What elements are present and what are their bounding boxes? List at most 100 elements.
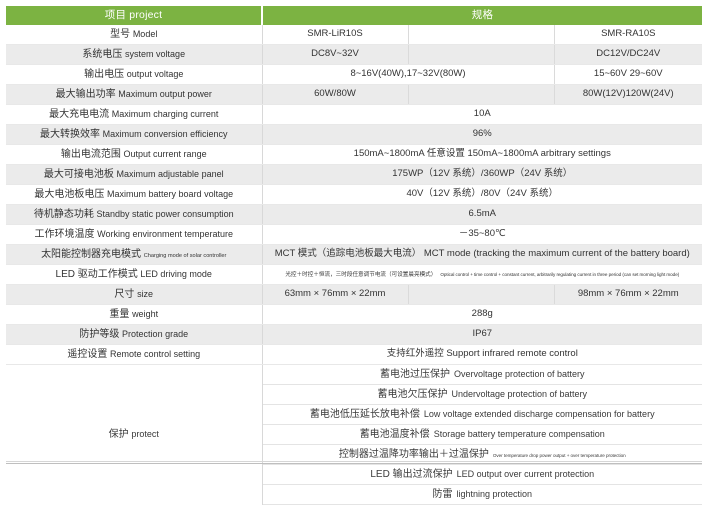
row-value-middle [408, 84, 555, 105]
row-value-cell: 支持红外遥控 Support infrared remote control [262, 344, 702, 365]
row-label-cn: 系统电压 [82, 48, 123, 60]
row-value-en: Optical control + time control + constan… [440, 272, 680, 278]
row-label-cn: 遥控设置 [67, 348, 108, 360]
row-label-cn: 最大可接电池板 [43, 168, 114, 180]
specification-table: 项目 project 规格 型号 Model SMR-LiR10S SMR-RA10… [6, 6, 702, 505]
row-label-cell: 尺寸 size [6, 284, 263, 305]
row-label-en: LED driving mode [140, 268, 212, 279]
row-value-cell: －35~80℃ [262, 224, 702, 245]
protect-item-en: lightning protection [456, 488, 533, 499]
row-value-cell: 光控＋时控＋恒流，三时段任意调节电流（可设置晨亮模式） Optical contr… [262, 264, 702, 285]
row-label-cn: 输出电压 [84, 68, 125, 80]
row-value-cn: 光控＋时控＋恒流，三时段任意调节电流（可设置晨亮模式） [285, 272, 437, 279]
row-value-right: 15~60V 29~60V [554, 64, 702, 85]
table-row: 尺寸 size 63mm × 76mm × 22mm 98mm × 76mm × 2… [6, 284, 702, 305]
header-row: 项目 project 规格 [6, 6, 702, 25]
row-value-right: SMR-RA10S [554, 25, 702, 45]
row-label-en: Maximum adjustable panel [116, 168, 224, 179]
protect-item-cn: 防雷 [432, 488, 453, 500]
protect-item-en: Over temperature drop power output + ove… [492, 452, 626, 458]
protect-item-en: Undervoltage protection of battery [451, 388, 588, 399]
row-label-en: output voltage [126, 68, 184, 79]
protect-item: 防雷 lightning protection [262, 484, 702, 505]
table-row: 最大转换效率 Maximum conversion efficiency 96% [6, 124, 702, 145]
header-project-cell: 项目 project [6, 6, 263, 25]
row-value-left: 8~16V(40W),17~32V(80W) [262, 64, 555, 85]
row-value-cell: MCT 模式（追踪电池板最大电流） MCT mode (tracking the… [262, 244, 702, 265]
row-label-en: system voltage [125, 48, 186, 59]
table-row: LED 驱动工作模式 LED driving mode 光控＋时控＋恒流，三时段任… [6, 264, 702, 285]
protect-item-cn: LED 输出过流保护 [370, 468, 453, 480]
table-row: 最大充电电流 Maximum charging current 10A [6, 104, 702, 125]
protect-item-cn: 蓄电池欠压保护 [377, 388, 448, 400]
row-value-middle [408, 284, 555, 305]
row-label-en: Working environment temperature [97, 228, 234, 239]
protect-item: 蓄电池过压保护 Overvoltage protection of battery [262, 364, 702, 385]
row-label-cell: 输出电压 output voltage [6, 64, 263, 85]
row-label-cn: 最大转换效率 [39, 128, 100, 140]
row-value-cell: 150mA~1800mA 任意设置 150mA~1800mA arbitrary… [262, 144, 702, 165]
table-row: 型号 Model SMR-LiR10S SMR-RA10S [6, 25, 702, 45]
protect-label-en: protect [131, 428, 159, 439]
protect-item: 蓄电池温度补偿 Storage battery temperature compe… [262, 424, 702, 445]
table-row: 最大输出功率 Maximum output power 60W/80W 80W(12… [6, 84, 702, 105]
protect-item-en: Low voltage extended discharge compensat… [423, 408, 655, 419]
row-label-cn: 输出电流范围 [60, 148, 121, 160]
protect-item-cn: 蓄电池低压延长放电补偿 [309, 408, 420, 420]
row-label-cn: 重量 [109, 308, 130, 320]
row-value-middle [408, 44, 555, 65]
table-row: 系统电压 system voltage DC8V~32V DC12V/DC24V [6, 44, 702, 65]
row-value-cell: 6.5mA [262, 204, 702, 225]
row-label-cell: 系统电压 system voltage [6, 44, 263, 65]
row-label-cell: LED 驱动工作模式 LED driving mode [6, 264, 263, 285]
row-value-left: SMR-LiR10S [262, 25, 409, 45]
row-value-right: 80W(12V)120W(24V) [554, 84, 702, 105]
row-label-cell: 太阳能控制器充电模式 Charging mode of solar contro… [6, 244, 263, 265]
protect-item: LED 输出过流保护 LED output over current protec… [262, 464, 702, 485]
row-label-en: Output current range [123, 148, 207, 159]
row-label-en: Maximum battery board voltage [107, 188, 234, 199]
row-value-cell: 288g [262, 304, 702, 325]
protect-item-cn: 蓄电池温度补偿 [359, 428, 430, 440]
row-label-cell: 最大输出功率 Maximum output power [6, 84, 263, 105]
table-body: 型号 Model SMR-LiR10S SMR-RA10S 系统电压 system v… [6, 25, 702, 505]
row-label-cell: 遥控设置 Remote control setting [6, 344, 263, 365]
row-value-cell: 175WP（12V 系统）/360WP（24V 系统） [262, 164, 702, 185]
row-label-en: Model [132, 28, 158, 39]
row-value-right: 98mm × 76mm × 22mm [554, 284, 702, 305]
table-row: 最大可接电池板 Maximum adjustable panel 175WP（12… [6, 164, 702, 185]
protect-item-cn: 蓄电池过压保护 [379, 368, 450, 380]
row-label-cn: 尺寸 [114, 288, 135, 300]
row-label-en: Charging mode of solar controller [143, 252, 227, 259]
row-value-middle [408, 25, 555, 45]
table-row: 重量 weight 288g [6, 304, 702, 325]
row-value-left: 60W/80W [262, 84, 409, 105]
table-row: 最大电池板电压 Maximum battery board voltage 40V… [6, 184, 702, 205]
table-row: 防护等级 Protection grade IP67 [6, 324, 702, 345]
row-label-cn: 最大输出功率 [55, 88, 116, 100]
protect-item: 蓄电池低压延长放电补偿 Low voltage extended discharg… [262, 404, 702, 425]
protect-item-en: LED output over current protection [456, 468, 595, 479]
row-label-cell: 输出电流范围 Output current range [6, 144, 263, 165]
protect-item: 蓄电池欠压保护 Undervoltage protection of batter… [262, 384, 702, 405]
row-value-left: 63mm × 76mm × 22mm [262, 284, 409, 305]
row-label-cn: 型号 [110, 28, 131, 40]
row-label-cell: 防护等级 Protection grade [6, 324, 263, 345]
row-label-cell: 重量 weight [6, 304, 263, 325]
row-label-cell: 工作环境温度 Working environment temperature [6, 224, 263, 245]
protect-item-cn: 控制器过温降功率输出＋过温保护 [338, 448, 489, 460]
row-label-cell: 型号 Model [6, 25, 263, 45]
row-label-cn: 待机静态功耗 [33, 208, 94, 220]
row-label-en: Remote control setting [110, 348, 201, 359]
row-label-en: size [137, 288, 154, 299]
row-label-en: Maximum output power [118, 88, 212, 99]
row-label-cn: LED 驱动工作模式 [55, 268, 138, 280]
row-label-cell: 最大电池板电压 Maximum battery board voltage [6, 184, 263, 205]
bottom-divider [6, 461, 702, 462]
protect-row: 蓄电池低压延长放电补偿 Low voltage extended discharg… [6, 404, 702, 425]
protect-item-en: Storage battery temperature compensation [433, 428, 605, 439]
row-value-right: DC12V/DC24V [554, 44, 702, 65]
row-label-en: Maximum charging current [111, 108, 219, 119]
table-row: 工作环境温度 Working environment temperature －3… [6, 224, 702, 245]
row-value-cell: 96% [262, 124, 702, 145]
